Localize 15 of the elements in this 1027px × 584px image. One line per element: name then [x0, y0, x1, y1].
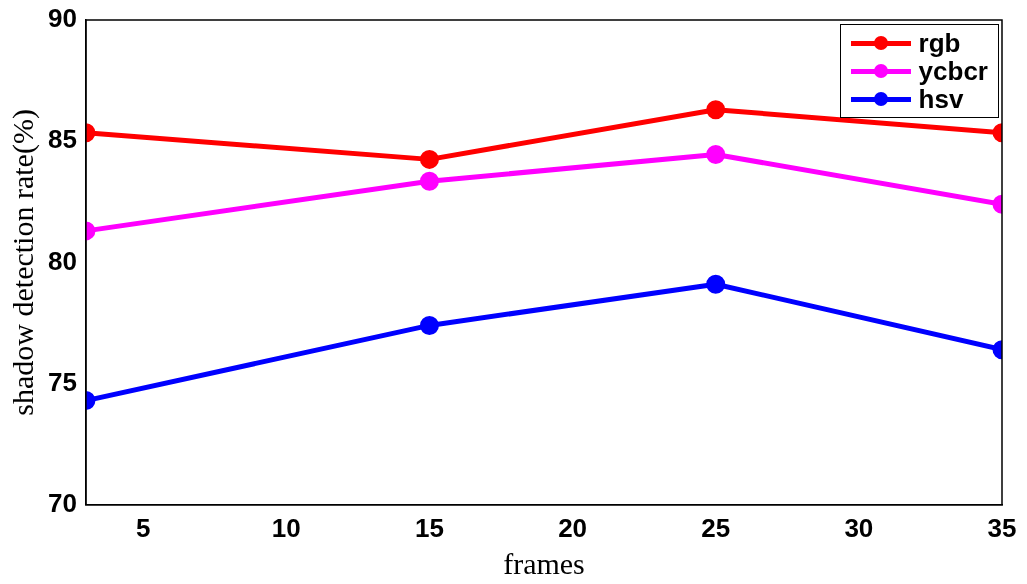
x-tick-label: 30 [844, 512, 874, 543]
legend-label: rgb [918, 27, 961, 59]
x-tick-label: 15 [414, 512, 444, 543]
x-tick-label: 25 [701, 512, 731, 543]
y-tick-label: 85 [48, 124, 77, 155]
x-tick-label: 20 [558, 512, 588, 543]
y-tick-label: 75 [48, 366, 77, 397]
y-tick-label: 90 [48, 3, 77, 34]
x-tick-label: 10 [271, 512, 301, 543]
x-tick-label: 35 [987, 512, 1017, 543]
x-axis-title: frames [503, 546, 585, 580]
x-tick-label: 5 [135, 512, 151, 543]
y-tick-label: 80 [48, 245, 77, 276]
y-tick-label: 70 [48, 487, 77, 518]
y-axis-title: shadow detection rate(%) [5, 109, 40, 416]
